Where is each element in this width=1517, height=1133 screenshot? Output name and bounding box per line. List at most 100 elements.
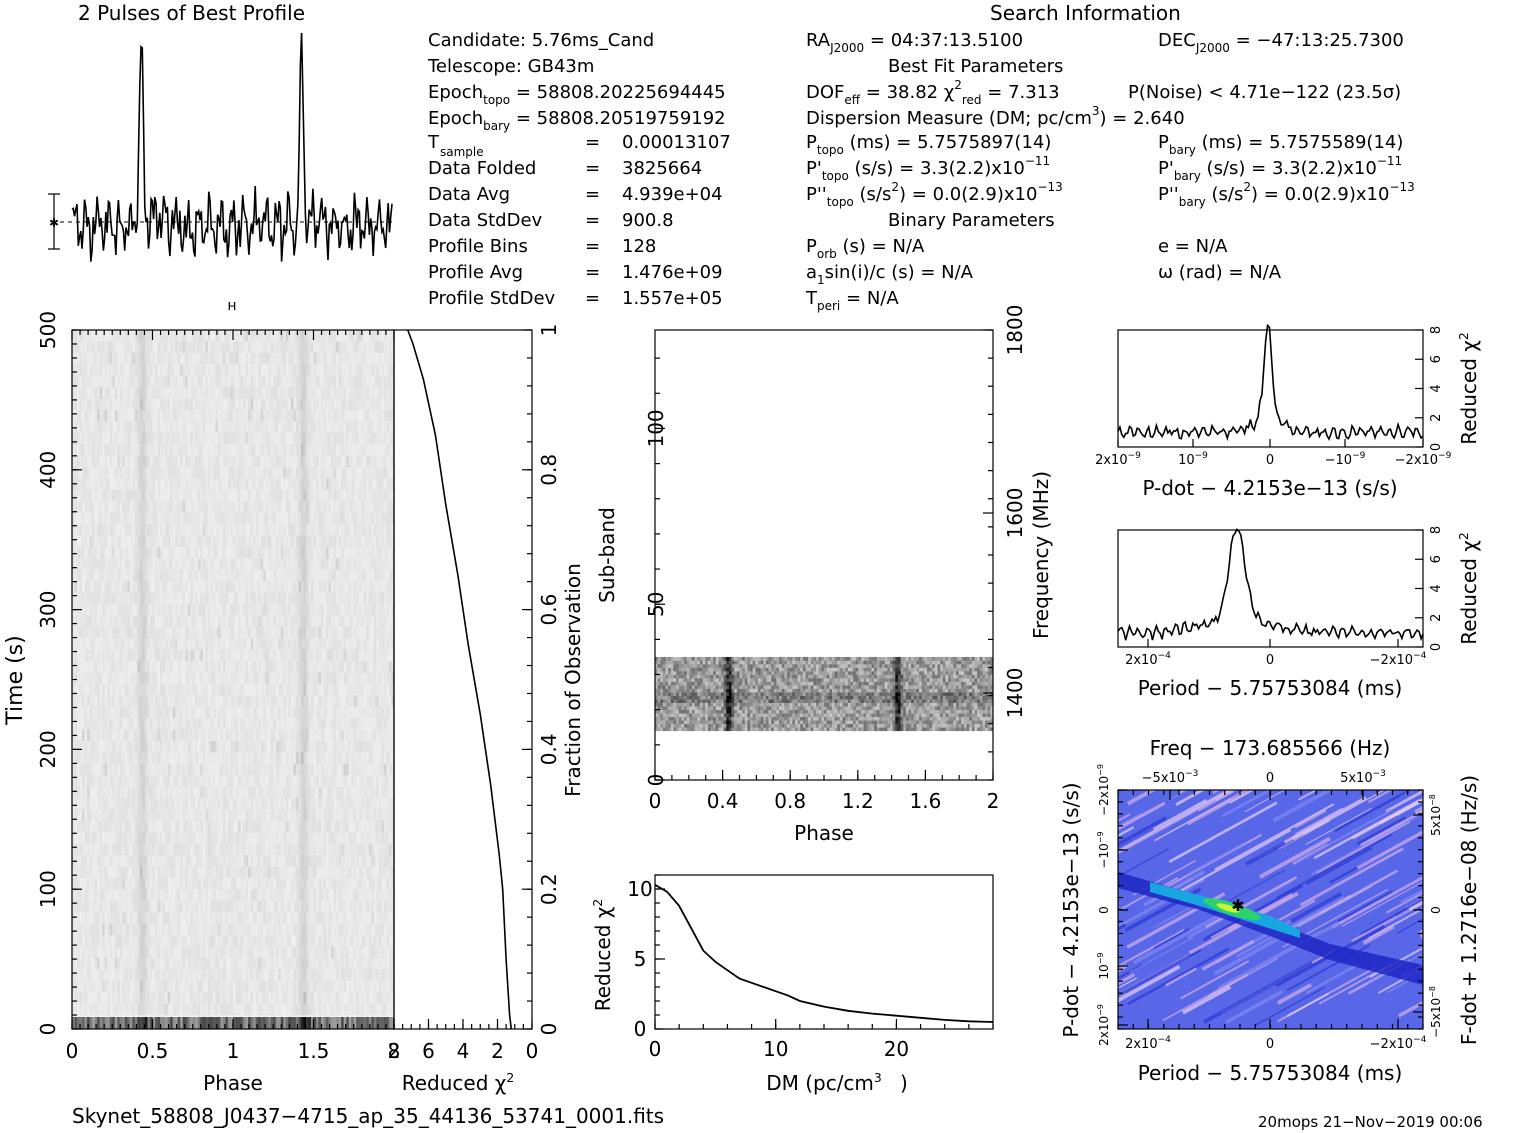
time-phase-cell	[192, 706, 196, 719]
time-phase-cell	[200, 512, 204, 525]
time-phase-cell	[235, 763, 239, 776]
time-phase-cell	[94, 501, 98, 513]
time-phase-cell	[288, 364, 292, 376]
time-phase-cell	[167, 444, 171, 456]
time-phase-cell	[109, 398, 113, 411]
time-phase-cell	[265, 649, 269, 662]
time-phase-cell	[243, 512, 246, 525]
time-phase-cell	[157, 352, 161, 365]
time-phase-cell	[182, 352, 186, 365]
time-phase-cell	[192, 581, 196, 593]
time-phase-cell	[107, 718, 111, 730]
time-phase-cell	[303, 421, 307, 434]
time-phase-cell	[366, 626, 370, 639]
time-phase-cell	[207, 672, 211, 685]
time-phase-cell	[328, 683, 332, 696]
time-phase-cell	[157, 649, 161, 662]
time-phase-cell	[132, 512, 136, 525]
time-phase-cell	[361, 729, 365, 742]
time-phase-cell	[182, 546, 186, 559]
time-phase-cell	[152, 444, 156, 456]
time-phase-cell	[388, 752, 392, 765]
time-phase-cell	[348, 741, 352, 753]
time-phase-cell	[366, 330, 370, 342]
time-phase-cell	[167, 683, 171, 696]
time-phase-cell	[134, 444, 138, 456]
time-phase-cell	[303, 478, 307, 491]
time-phase-cell	[217, 455, 221, 468]
time-phase-cell	[313, 604, 317, 616]
time-phase-cell	[240, 729, 244, 742]
time-phase-cell	[200, 706, 204, 719]
time-phase-cell	[129, 718, 133, 730]
error-bar-center: ✱	[49, 216, 59, 230]
time-phase-cell	[263, 478, 267, 491]
time-phase-cell	[144, 330, 148, 342]
time-phase-cell	[233, 455, 236, 468]
time-phase-cell	[313, 444, 317, 456]
time-phase-cell	[346, 558, 350, 571]
time-phase-cell	[366, 752, 370, 765]
time-phase-cell	[376, 387, 380, 399]
time-phase-cell	[288, 444, 292, 456]
time-phase-cell	[258, 569, 261, 582]
time-phase-cell	[207, 444, 211, 456]
time-phase-cell	[310, 398, 314, 411]
time-phase-cell	[328, 615, 332, 628]
time-phase-cell	[102, 444, 106, 456]
time-phase-cell	[175, 478, 178, 491]
time-phase-cell	[149, 489, 153, 502]
time-phase-cell	[172, 558, 176, 571]
time-phase-cell	[283, 672, 287, 685]
time-phase-cell	[333, 478, 337, 491]
time-phase-cell	[260, 512, 264, 525]
time-phase-cell	[283, 558, 287, 571]
time-phase-cell	[308, 661, 312, 673]
time-phase-cell	[82, 581, 85, 593]
time-phase-cell	[278, 672, 282, 685]
time-phase-cell	[240, 604, 244, 616]
time-phase-cell	[89, 592, 93, 605]
time-phase-cell	[305, 683, 309, 696]
time-phase-cell	[172, 729, 176, 742]
time-phase-cell	[278, 649, 282, 662]
time-phase-cell	[288, 535, 292, 548]
time-phase-cell	[265, 741, 269, 753]
time-phase-cell	[134, 352, 138, 365]
time-phase-cell	[250, 741, 254, 753]
time-phase-cell	[255, 432, 259, 445]
time-phase-cell	[310, 615, 314, 628]
time-phase-cell	[210, 364, 214, 376]
time-phase-cell	[202, 661, 206, 673]
time-phase-cell	[253, 752, 256, 765]
time-phase-cell	[386, 535, 390, 548]
time-phase-cell	[225, 546, 229, 559]
time-phase-cell	[215, 741, 219, 753]
time-phase-cell	[94, 409, 98, 422]
time-phase-cell	[366, 341, 370, 354]
time-phase-cell	[388, 432, 392, 445]
time-phase-cell	[215, 649, 219, 662]
time-phase-cell	[227, 626, 231, 639]
time-phase-cell	[207, 535, 211, 548]
time-phase-cell	[82, 421, 85, 434]
time-phase-cell	[346, 364, 350, 376]
time-phase-cell	[119, 387, 123, 399]
time-phase-cell	[155, 604, 158, 616]
time-phase-cell	[240, 741, 244, 753]
time-phase-cell	[177, 352, 181, 365]
time-phase-cell	[139, 421, 143, 434]
time-phase-cell	[366, 398, 370, 411]
time-phase-cell	[104, 581, 108, 593]
time-phase-cell	[316, 546, 319, 559]
time-phase-cell	[172, 752, 176, 765]
time-phase-cell	[328, 409, 332, 422]
time-phase-cell	[368, 375, 372, 388]
time-phase-cell	[82, 524, 85, 536]
time-phase-cell	[210, 489, 214, 502]
time-phase-cell	[240, 330, 244, 342]
time-phase-cell	[268, 695, 272, 708]
time-phase-cell	[253, 478, 256, 491]
time-phase-cell	[366, 695, 370, 708]
time-phase-cell	[192, 341, 196, 354]
